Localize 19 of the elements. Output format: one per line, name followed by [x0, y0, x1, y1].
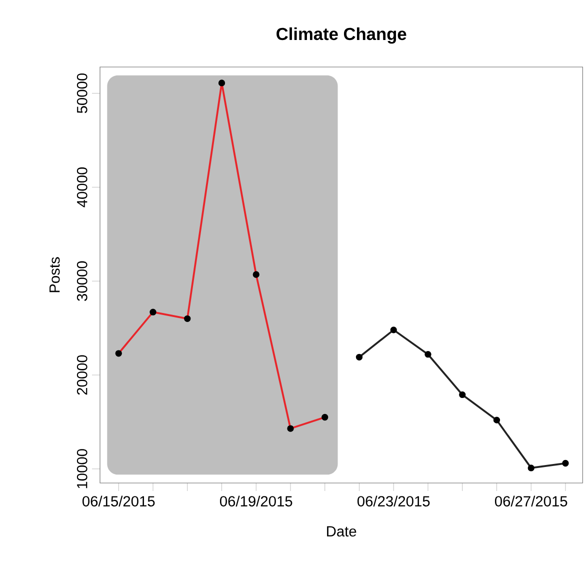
x-axis-title: Date [327, 526, 356, 537]
point [528, 464, 534, 472]
point [390, 326, 397, 334]
y-tick-label: 30000 [76, 261, 88, 301]
point [424, 351, 432, 358]
chart-title: Climate Change [276, 27, 406, 44]
point [356, 354, 363, 360]
point [459, 391, 466, 398]
x-tick-label: 06/27/2015 [494, 496, 568, 506]
point [562, 460, 569, 467]
point [493, 416, 500, 424]
x-tick-label: 06/19/2015 [220, 496, 292, 506]
x-tick-label: 06/15/2015 [82, 496, 155, 506]
y-axis-title: Posts [50, 257, 60, 292]
y-tick-label: 10000 [76, 449, 88, 488]
x-tick-label: 06/23/2015 [357, 496, 430, 506]
y-tick-label: 50000 [76, 73, 88, 114]
y-tick-label: 40000 [76, 167, 88, 208]
y-tick-label: 20000 [76, 355, 88, 395]
